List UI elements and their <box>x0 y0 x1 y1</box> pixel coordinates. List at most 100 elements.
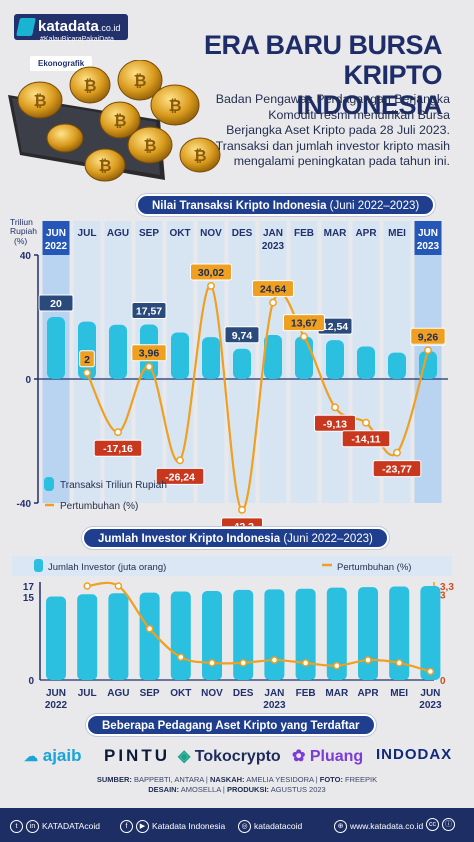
y-tick-label: -40 <box>17 499 32 510</box>
trader-pintu-logo: PINTU <box>104 746 170 766</box>
trader-pluang-name: Pluang <box>309 748 364 765</box>
investor-growth-point <box>239 659 247 667</box>
footer-instagram-handle: katadatacoid <box>254 820 303 831</box>
brand-block: katadata.co.id #KalauBicaraPakaiData <box>14 14 144 58</box>
footer-twitter-handle: KATADATAcoid <box>42 820 100 831</box>
growth-data-label: -23,77 <box>382 464 412 476</box>
credits: SUMBER: BAPPEBTI, ANTARA | NASKAH: AMELI… <box>0 775 474 795</box>
footer-web[interactable]: ⊕ www.katadata.co.id <box>334 820 423 833</box>
growth-data-label: -14,11 <box>351 434 380 446</box>
footer-facebook-handle: Katadata Indonesia <box>152 820 226 831</box>
brand-name: katadata <box>38 18 99 35</box>
month-tick-label: APR <box>357 688 379 699</box>
svg-text:₿: ₿ <box>33 91 46 110</box>
footer-bar: t in KATADATAcoid f ▶ Katadata Indonesia ◎ ka… <box>0 808 474 842</box>
y-tick-label: 40 <box>20 251 32 262</box>
investor-growth-point <box>83 582 91 590</box>
investor-growth-point <box>301 659 310 667</box>
growth-data-label: 24,64 <box>260 284 286 296</box>
month-tick-label: MEI <box>390 688 408 699</box>
month-tick-label: OKT <box>169 228 190 239</box>
section3-banner: Beberapa Pedagang Aset Kripto yang Terda… <box>86 714 376 736</box>
month-tick-label: JUN <box>46 688 66 699</box>
right-tick-label: 0 <box>440 676 446 687</box>
year-tick-label: 2023 <box>263 700 286 711</box>
month-tick-label: APR <box>355 228 377 239</box>
month-tick-label: JUL <box>78 688 97 699</box>
footer-twitter[interactable]: t in KATADATAcoid <box>10 820 100 833</box>
transaction-label-box <box>131 302 167 320</box>
section2-period: (Juni 2022–2023) <box>283 533 373 545</box>
legend-strip <box>12 556 452 576</box>
instagram-icon: ◎ <box>238 820 251 833</box>
section2-banner: Jumlah Investor Kripto Indonesia (Juni 2… <box>82 527 389 549</box>
growth-point <box>424 346 432 355</box>
transaction-bar <box>388 352 406 379</box>
legend-bar-label: Transaksi Triliun Rupiah <box>60 480 167 491</box>
growth-label-box <box>190 263 232 281</box>
investor-bar <box>295 588 316 680</box>
month-tick-label: JUN <box>420 688 440 699</box>
transaction-data-label: 9,74 <box>232 330 253 342</box>
growth-label-box <box>283 314 325 332</box>
left-tick-label: 15 <box>23 593 35 604</box>
section1-title: Nilai Transaksi Kripto Indonesia <box>152 200 327 212</box>
twitter-icon: t <box>10 820 23 833</box>
brand-tagline: #KalauBicaraPakaiData <box>40 36 114 43</box>
investor-growth-point <box>426 667 435 676</box>
growth-point <box>362 418 370 427</box>
growth-point <box>269 298 277 307</box>
transaction-label-box <box>224 326 260 344</box>
title-line-1: ERA BARU BURSA <box>203 30 443 60</box>
month-tick-label: DES <box>232 228 253 239</box>
investor-bar <box>77 594 98 680</box>
right-tick-label: 3,3 <box>440 582 454 593</box>
year-tick-label: 2022 <box>45 241 68 252</box>
growth-label-box <box>252 280 294 298</box>
month-tick-label: SEP <box>139 228 159 239</box>
left-tick-label: 17 <box>23 582 35 593</box>
footer-instagram[interactable]: ◎ katadatacoid <box>238 820 302 833</box>
investor-bar <box>420 586 441 680</box>
year-tick-label: 2022 <box>45 700 68 711</box>
legend-line-label: Pertumbuhan (%) <box>337 562 411 573</box>
investor-bar <box>389 586 410 680</box>
transaction-chart: JUN 2022 JUL AGU SEP OKT NOV DES JAN 2023 FEB MAR AP… <box>10 217 448 535</box>
investor-growth-point <box>114 582 123 590</box>
svg-text:₿: ₿ <box>113 111 126 130</box>
growth-label-box <box>93 439 143 457</box>
investor-bar <box>108 593 129 680</box>
investor-bar <box>139 592 160 680</box>
trader-ajaib-name: ajaib <box>42 746 82 765</box>
growth-point <box>331 403 339 412</box>
bitcoin-coins-illustration: ₿ ₿ ₿ ₿ ₿ ₿ ₿ ₿ <box>8 60 221 182</box>
transaction-data-label: 20 <box>50 298 62 310</box>
trader-tokocrypto-name: Tokocrypto <box>194 748 281 765</box>
investor-bar <box>358 587 378 680</box>
globe-icon: ⊕ <box>334 820 347 833</box>
trader-tokocrypto-logo: ◈ Tokocrypto <box>178 748 281 765</box>
section2-title: Jumlah Investor Kripto Indonesia <box>98 533 281 545</box>
svg-text:₿: ₿ <box>143 136 156 155</box>
transaction-bar <box>295 336 313 379</box>
credits-line-2: DESAIN: AMOSELLA | PRODUKSI: AGUSTUS 202… <box>148 785 326 794</box>
footer-facebook[interactable]: f ▶ Katadata Indonesia <box>120 820 225 833</box>
month-tick-label: JUN <box>418 228 438 239</box>
growth-label-box <box>79 350 95 368</box>
month-tick-label: MAR <box>324 228 348 239</box>
year-tick-label: 2023 <box>262 241 285 252</box>
growth-data-label: 13,67 <box>291 318 317 330</box>
svg-text:₿: ₿ <box>168 96 181 115</box>
title-line-2: KRIPTO INDONESIA <box>296 60 442 120</box>
investor-bar <box>233 589 254 680</box>
credits-line-1: SUMBER: BAPPEBTI, ANTARA | NASKAH: AMELI… <box>96 775 378 784</box>
growth-data-label: 2 <box>84 354 90 366</box>
growth-data-label: -9,13 <box>323 418 347 430</box>
month-tick-label: NOV <box>201 688 223 699</box>
svg-text:₿: ₿ <box>98 156 111 175</box>
intro-paragraph: Badan Pengawas Perdagangan Berjangka Kom… <box>215 92 450 168</box>
growth-data-label: -26,24 <box>165 471 195 483</box>
y-axis-label-3: (%) <box>14 236 27 246</box>
page-title: ERA BARU BURSA KRIPTO INDONESIA <box>192 30 443 120</box>
by-icon: ⓘ <box>442 818 455 831</box>
